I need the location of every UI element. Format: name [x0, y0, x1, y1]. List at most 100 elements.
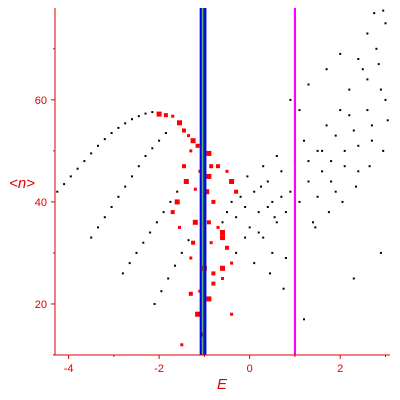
- data-point: [370, 124, 373, 127]
- data-point: [171, 114, 175, 118]
- data-point: [234, 189, 239, 194]
- x-tick-label: -4: [64, 363, 74, 375]
- data-point: [206, 150, 212, 156]
- data-point: [316, 149, 319, 152]
- data-point: [189, 256, 193, 260]
- data-point: [191, 240, 196, 245]
- data-point: [246, 175, 249, 178]
- data-point: [373, 12, 376, 15]
- data-point: [289, 98, 292, 101]
- data-point: [368, 165, 371, 168]
- data-point: [117, 126, 120, 129]
- data-point: [189, 149, 193, 153]
- data-point: [386, 119, 389, 122]
- reference-lines: [199, 8, 297, 355]
- data-point: [307, 160, 310, 163]
- data-point: [190, 138, 196, 144]
- data-point: [260, 185, 262, 188]
- data-point: [321, 170, 324, 173]
- data-point: [298, 109, 301, 112]
- data-point: [144, 112, 147, 115]
- data-point: [248, 226, 251, 229]
- data-point: [339, 109, 342, 112]
- data-point: [90, 152, 93, 155]
- data-point: [284, 211, 287, 214]
- data-point: [271, 251, 274, 254]
- data-point: [257, 211, 260, 214]
- data-point: [275, 155, 278, 157]
- data-point: [69, 175, 72, 178]
- data-point: [216, 225, 220, 229]
- data-point: [357, 144, 360, 147]
- data-point: [155, 221, 158, 224]
- data-point: [90, 236, 93, 239]
- data-point: [183, 179, 189, 184]
- data-point: [229, 179, 235, 184]
- data-point: [149, 231, 152, 234]
- data-point: [341, 200, 344, 203]
- data-point: [244, 206, 247, 208]
- data-point: [206, 296, 212, 302]
- data-point: [211, 199, 216, 204]
- data-point: [235, 251, 238, 254]
- data-point: [211, 271, 216, 276]
- data-point: [182, 164, 186, 169]
- data-point: [162, 211, 165, 214]
- data-point: [244, 236, 247, 239]
- data-point: [83, 160, 86, 163]
- data-point: [220, 265, 225, 271]
- data-point: [316, 195, 319, 198]
- data-point: [343, 149, 346, 152]
- data-point: [307, 180, 310, 183]
- data-point: [221, 277, 224, 280]
- data-point: [97, 144, 99, 147]
- data-point: [375, 47, 378, 50]
- data-point: [151, 147, 154, 150]
- data-point: [312, 221, 314, 224]
- data-point: [121, 272, 124, 275]
- data-point: [97, 226, 99, 229]
- data-point: [63, 183, 66, 186]
- data-point: [253, 190, 256, 193]
- x-axis-title: E: [217, 376, 228, 393]
- data-point: [269, 272, 271, 275]
- axes: -4 -2 0 2 20 40 60: [35, 8, 390, 375]
- data-point: [220, 235, 225, 241]
- data-point: [167, 277, 170, 280]
- data-point: [361, 68, 364, 71]
- data-point: [357, 170, 360, 173]
- data-point: [200, 332, 205, 337]
- data-point: [103, 138, 106, 141]
- data-point: [230, 261, 234, 265]
- data-point: [379, 88, 382, 91]
- data-point: [131, 175, 133, 178]
- x-tick-label: 2: [337, 363, 343, 375]
- data-point: [330, 160, 333, 163]
- data-point: [273, 216, 276, 219]
- data-point: [348, 114, 351, 117]
- y-tick-label: 40: [35, 197, 47, 209]
- data-point: [182, 128, 186, 133]
- data-point: [239, 195, 242, 198]
- data-point: [303, 318, 305, 321]
- data-point: [384, 22, 387, 25]
- data-point: [325, 124, 328, 127]
- data-point: [355, 185, 357, 188]
- data-point: [209, 241, 213, 245]
- data-point: [382, 9, 385, 12]
- data-point: [253, 262, 256, 265]
- data-point: [366, 32, 369, 35]
- data-point: [156, 111, 162, 117]
- data-point: [352, 129, 355, 132]
- data-point: [192, 219, 198, 225]
- data-point: [151, 111, 154, 114]
- data-point: [76, 167, 79, 170]
- data-point: [169, 200, 172, 203]
- data-point: [209, 164, 214, 169]
- data-point: [204, 189, 210, 195]
- data-point: [128, 262, 131, 265]
- data-point: [206, 173, 212, 179]
- data-point: [357, 58, 360, 60]
- data-point: [339, 52, 342, 55]
